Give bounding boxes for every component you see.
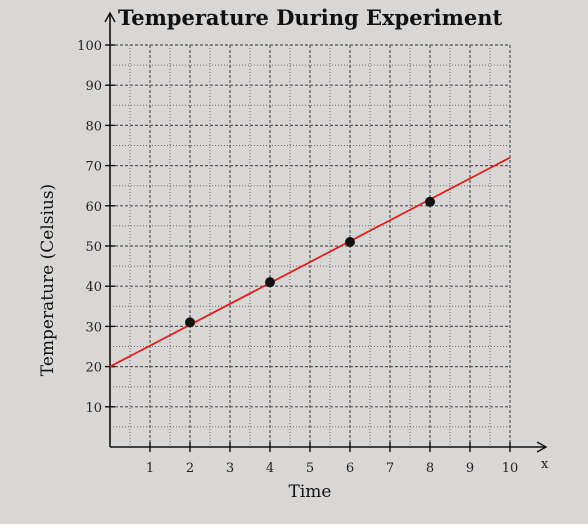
data-point (425, 196, 435, 207)
x-tick-label: 6 (346, 461, 354, 476)
x-tick-label: 4 (266, 461, 274, 476)
x-tick-label: 2 (186, 461, 194, 476)
data-point (185, 317, 195, 328)
tick-labels: 1 2 3 4 5 6 7 8 9 10 10 20 30 40 50 60 70 80 90 100 (77, 39, 518, 476)
axes (104, 11, 548, 453)
y-tick-label: 40 (85, 280, 102, 295)
data-point (345, 236, 355, 247)
chart-title: Temperature During Experiment (118, 5, 502, 30)
x-axis-letter: x (541, 457, 549, 472)
y-tick-label: 80 (85, 119, 102, 134)
y-tick-label: 20 (85, 361, 102, 376)
x-tick-label: 7 (386, 461, 394, 476)
y-tick-label: 90 (85, 79, 102, 94)
x-tick-label: 10 (502, 461, 519, 476)
x-tick-label: 5 (306, 461, 314, 476)
grid (110, 44, 511, 447)
y-tick-label: 60 (85, 200, 102, 215)
y-tick-label: 10 (85, 401, 102, 416)
data-point (265, 277, 275, 288)
x-tick-label: 3 (226, 461, 234, 476)
data-marks (109, 156, 511, 368)
x-axis-arrow (536, 441, 548, 453)
y-tick-label: 50 (85, 240, 102, 255)
x-tick-label: 9 (466, 461, 474, 476)
x-tick-label: 1 (146, 461, 154, 476)
y-axis-arrow (104, 11, 116, 23)
trend-line (109, 156, 511, 368)
y-axis-label: Temperature (Celsius) (38, 184, 58, 376)
x-tick-label: 8 (426, 461, 434, 476)
x-axis-label: Time (289, 482, 332, 502)
y-tick-label: 100 (77, 39, 102, 54)
y-tick-label: 70 (85, 160, 102, 175)
y-tick-label: 30 (85, 320, 102, 335)
